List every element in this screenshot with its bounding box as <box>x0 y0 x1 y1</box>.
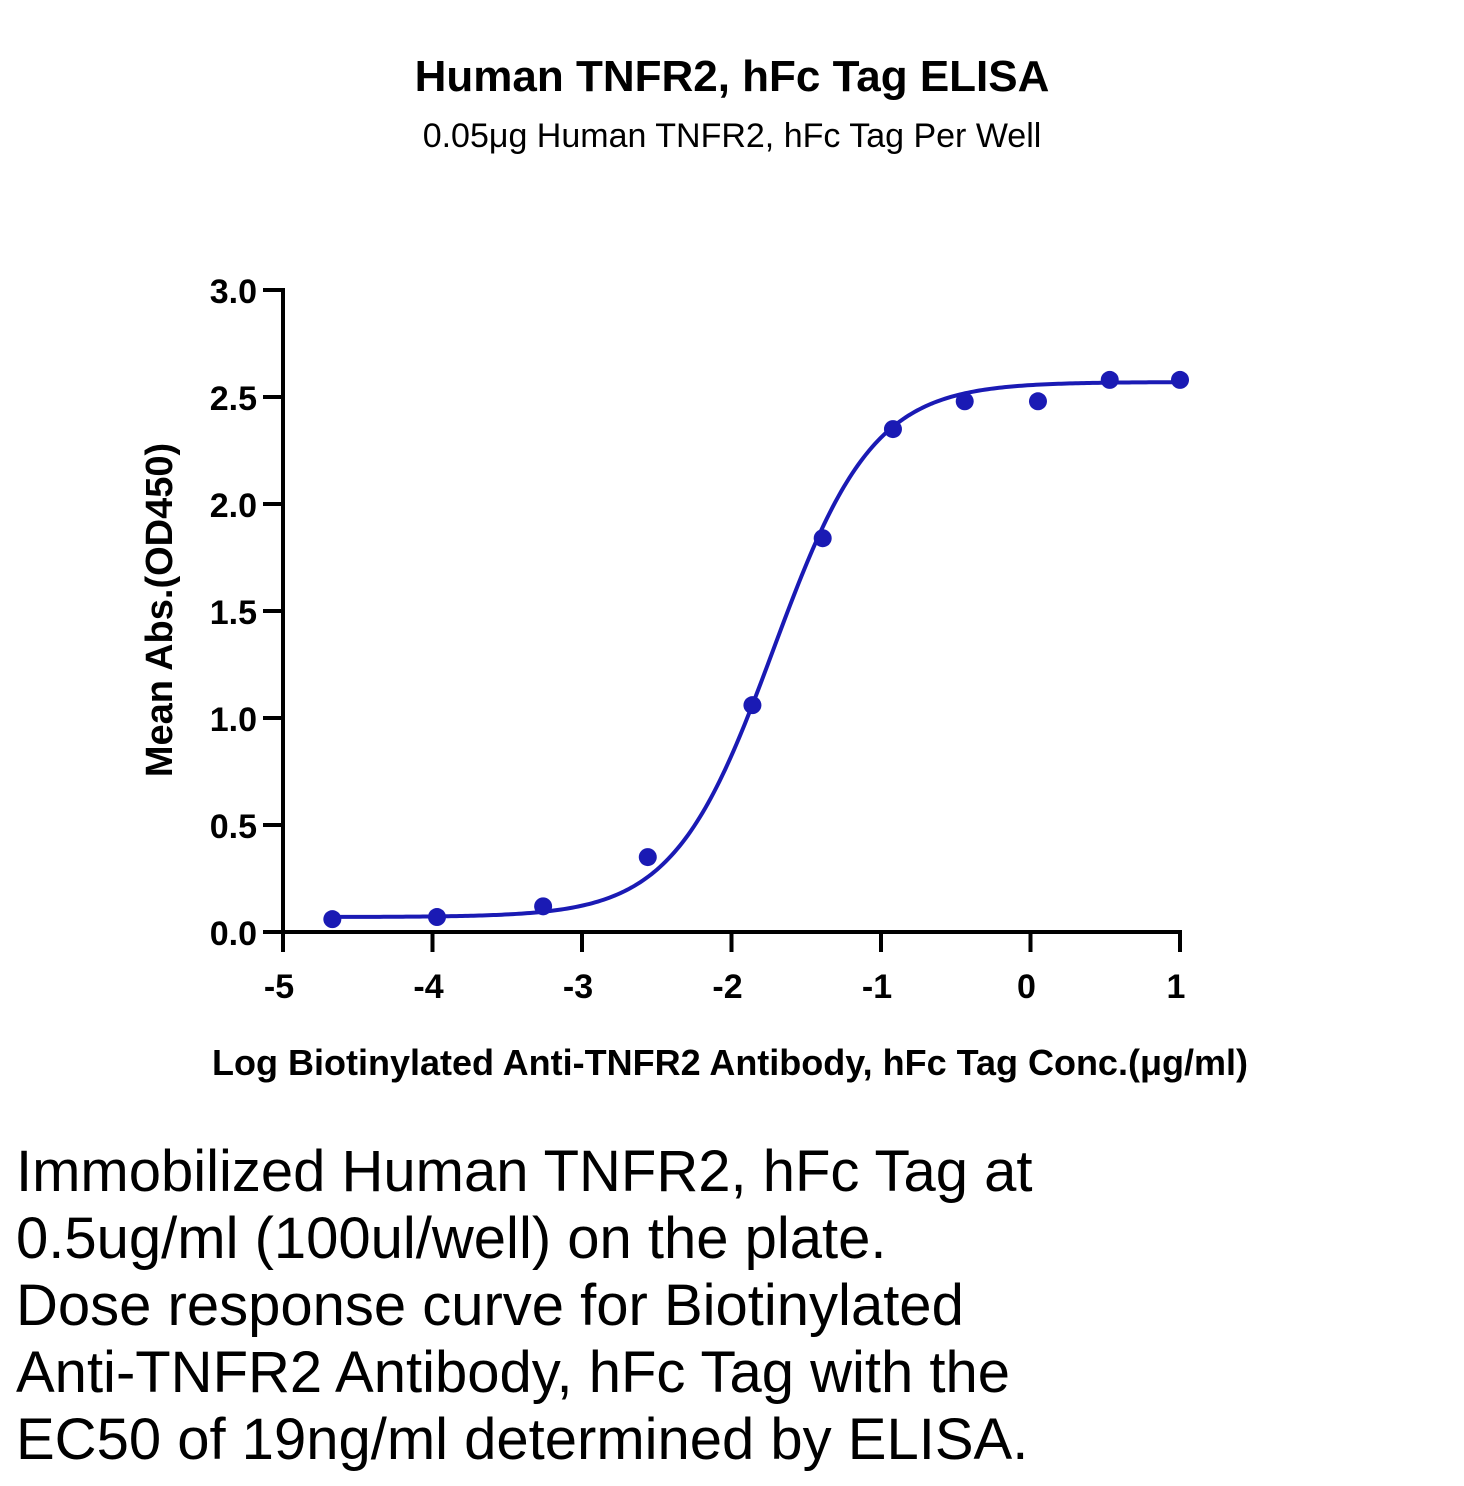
curve-group <box>332 380 1180 919</box>
x-tick-label: -3 <box>563 968 593 1006</box>
data-point <box>638 848 657 867</box>
data-point <box>883 420 902 439</box>
caption-line: Immobilized Human TNFR2, hFc Tag at <box>16 1139 1033 1204</box>
caption-line: 0.5ug/ml (100ul/well) on the plate. <box>16 1206 887 1271</box>
y-axis-label: Mean Abs.(OD450) <box>139 443 181 777</box>
x-tick-label: 0 <box>1017 968 1036 1006</box>
y-tick-label: 1.0 <box>210 701 257 739</box>
data-point <box>1100 370 1119 389</box>
x-tick-label: -2 <box>712 968 742 1006</box>
y-tick-label: 0.5 <box>210 808 257 846</box>
data-point <box>1028 392 1047 411</box>
chart-subtitle: 0.05μg Human TNFR2, hFc Tag Per Well <box>422 117 1042 155</box>
chart-svg: 0.0 0.5 1.0 1.5 2.0 2.5 3.0 -5 -4 -3 -2 -1 0 1 Log Bi… <box>139 273 1248 1083</box>
x-tick-label: -4 <box>413 968 443 1006</box>
x-tick-label: 1 <box>1167 968 1186 1006</box>
axes-group: 0.0 0.5 1.0 1.5 2.0 2.5 3.0 -5 -4 -3 -2 -1 0 1 <box>210 273 1186 1006</box>
caption-line: Anti-TNFR2 Antibody, hFc Tag with the <box>16 1340 1010 1405</box>
data-point <box>534 897 553 916</box>
points-group <box>323 370 1189 929</box>
y-tick-label: 1.5 <box>210 594 257 632</box>
data-point <box>323 910 342 929</box>
data-point <box>955 392 974 411</box>
y-tick-label: 2.5 <box>210 380 257 418</box>
y-tick-label: 2.0 <box>210 487 257 525</box>
y-tick-label: 0.0 <box>210 915 257 953</box>
caption-line: Dose response curve for Biotinylated <box>16 1273 964 1338</box>
data-point <box>427 908 446 927</box>
y-tick-label: 3.0 <box>210 273 257 311</box>
chart-title: Human TNFR2, hFc Tag ELISA <box>414 52 1050 101</box>
fit-curve <box>332 380 1180 919</box>
x-tick-label: -5 <box>264 968 294 1006</box>
caption-line: EC50 of 19ng/ml determined by ELISA. <box>16 1407 1029 1472</box>
x-axis-label: Log Biotinylated Anti-TNFR2 Antibody, hF… <box>212 1042 1248 1083</box>
caption: Immobilized Human TNFR2, hFc Tag at 0.5u… <box>16 1138 1436 1473</box>
data-point <box>1171 370 1189 389</box>
data-point <box>813 529 832 548</box>
data-point <box>743 696 762 715</box>
x-tick-label: -1 <box>862 968 892 1006</box>
